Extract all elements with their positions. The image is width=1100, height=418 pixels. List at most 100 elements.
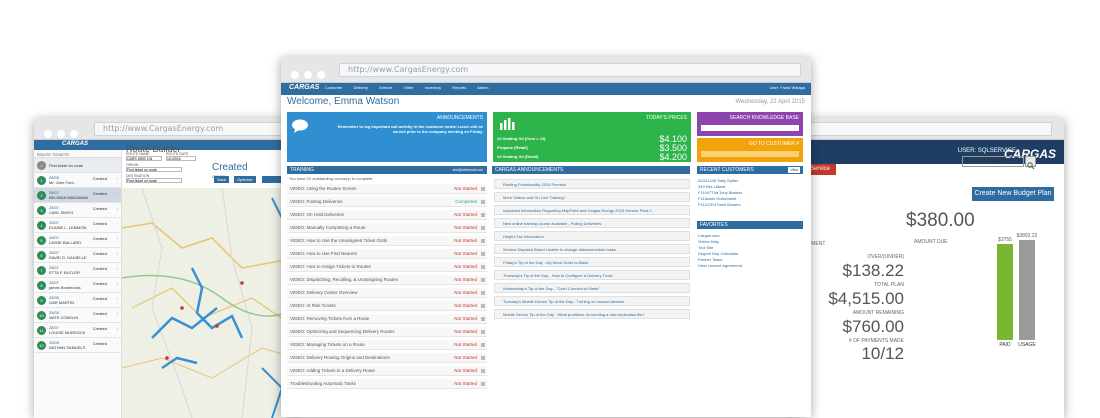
announcement-link[interactable]: Friday's Tip of the Day - My Work Order …	[494, 257, 690, 267]
save-button[interactable]: Save	[214, 176, 230, 183]
play-icon[interactable]	[481, 369, 485, 373]
nav-customer[interactable]: Customer	[325, 85, 343, 90]
list-item[interactable]: 5 28/07 LAYNE BALLARD Created ›	[34, 233, 121, 248]
list-item[interactable]: 4 28/07 ELAINE L. LEMMON Created ›	[34, 218, 121, 233]
recent-customer-link[interactable]: F11147Ed Farid Bowers	[698, 202, 741, 207]
window-dot-icon[interactable]	[291, 71, 299, 79]
route-name-input[interactable]: CARS WEB 104	[126, 156, 162, 161]
chevron-right-icon[interactable]: ›	[116, 251, 118, 256]
training-row[interactable]: VIDEO: How to Use the Unassigned Ticket …	[287, 236, 487, 246]
recent-customer-link[interactable]: F11Adam Gutschmidt	[698, 196, 737, 201]
recent-customer-link[interactable]: F11047Tha Tony Blacker	[698, 190, 743, 195]
announcement-link[interactable]: New online training course available - P…	[494, 218, 690, 228]
list-item[interactable]: 11 28/07 LOUISE MURDOCK Created ›	[34, 323, 121, 338]
chevron-right-icon[interactable]: ›	[116, 176, 118, 181]
list-item[interactable]: 10 28/05 NATE CONKLIN Created ›	[34, 308, 121, 323]
service-tab[interactable]: Service	[808, 164, 836, 175]
announcement-link[interactable]: More Videos and On Line Training!	[494, 192, 690, 202]
training-row[interactable]: VIDEO: Using the Routes Screen Not Starte…	[287, 184, 487, 194]
goto-customer-input[interactable]	[701, 151, 799, 157]
training-row[interactable]: VIDEO: On Hold Deliveries Not Started	[287, 210, 487, 220]
chevron-right-icon[interactable]: ›	[116, 206, 118, 211]
nav-inventory[interactable]: Inventory	[424, 85, 442, 90]
destination-select[interactable]: First ticket on route	[126, 178, 182, 183]
chevron-right-icon[interactable]: ›	[116, 341, 118, 346]
nav-delivery[interactable]: Delivery	[353, 85, 368, 90]
list-item[interactable]: 3 28/07 CARL SMITH Created ›	[34, 203, 121, 218]
list-item[interactable]: 12 28/05 NATHAN SAMUELS Created ›	[34, 338, 121, 353]
favorite-link[interactable]: Online Help	[698, 239, 719, 244]
play-icon[interactable]	[481, 343, 485, 347]
training-row[interactable]: VIDEO: Delivery Routing Origins and Dest…	[287, 353, 487, 363]
list-item[interactable]: 6 28/07 DAVID D. DANIELLE Created ›	[34, 248, 121, 263]
favorite-link[interactable]: Degree Day Calculator	[698, 251, 739, 256]
favorite-link[interactable]: Tool Site	[698, 245, 714, 250]
list-item[interactable]: 8 28/07 james Bosterocks Created ›	[34, 278, 121, 293]
favorite-link[interactable]: Partner Tasks	[698, 257, 723, 262]
announcement-link[interactable]: Mobile Device Tip of the Day - What prob…	[494, 309, 690, 319]
announcement-link[interactable]: Routing Functionality 2015 Preview	[494, 179, 690, 189]
window-dot-icon[interactable]	[57, 130, 65, 138]
training-row[interactable]: VIDEO: Removing Tickets from a Route Not …	[287, 314, 487, 324]
play-icon[interactable]	[481, 265, 485, 269]
chevron-right-icon[interactable]: ›	[116, 191, 118, 196]
favorite-link[interactable]: View License Agreement	[698, 263, 742, 268]
play-icon[interactable]	[481, 187, 485, 191]
announcement-link[interactable]: Wednesday's Tip of the Day - "Can't Conn…	[494, 283, 690, 293]
training-row[interactable]: VIDEO: Dispatching, Recalling, & Unassig…	[287, 275, 487, 285]
training-row[interactable]: VIDEO: How to Use Find Nearest Not Starte…	[287, 249, 487, 259]
training-row[interactable]: VIDEO: Optimizing and Sequencing Deliver…	[287, 327, 487, 337]
nav-admin[interactable]: Admin	[477, 85, 489, 90]
training-row[interactable]: VIDEO: Managing Tickets on a Route Not St…	[287, 340, 487, 350]
origin-select[interactable]: First ticket on route	[126, 167, 182, 172]
play-icon[interactable]	[481, 382, 485, 386]
play-icon[interactable]	[481, 252, 485, 256]
training-row[interactable]: VIDEO: Adding Tickets to a Delivery Rout…	[287, 366, 487, 376]
training-row[interactable]: VIDEO: Posting Deliveries Completed	[287, 197, 487, 207]
search-icon[interactable]	[1025, 156, 1036, 170]
chevron-right-icon[interactable]: ›	[116, 221, 118, 226]
list-item[interactable]: 7 28/07 ETTA F. BUTLER Created ›	[34, 263, 121, 278]
announcement-link[interactable]: Service Dispatch Board Unable to change …	[494, 244, 690, 254]
kb-search-input[interactable]	[701, 125, 799, 131]
goto-account-input[interactable]: Go To Account #	[962, 156, 1024, 167]
training-row[interactable]: VIDEO: Delivery Center Overview Not Start…	[287, 288, 487, 298]
chevron-right-icon[interactable]: ›	[116, 266, 118, 271]
chevron-right-icon[interactable]: ›	[116, 236, 118, 241]
training-row[interactable]: VIDEO: How to Assign Tickets to Routes No…	[287, 262, 487, 272]
training-row[interactable]: VIDEO: Manually Completing a Route Not St…	[287, 223, 487, 233]
list-item[interactable]: 1 28/05 Mr. John Ford Created ›	[34, 173, 121, 188]
list-item[interactable]: 9 28/05 GAR MARTIN Created ›	[34, 293, 121, 308]
window-dot-icon[interactable]	[70, 130, 78, 138]
training-row[interactable]: VIDEO: At Risk Tickets Not Started	[287, 301, 487, 311]
play-icon[interactable]	[481, 356, 485, 360]
play-icon[interactable]	[481, 278, 485, 282]
chevron-right-icon[interactable]: ›	[116, 326, 118, 331]
address-bar[interactable]	[802, 122, 1052, 136]
chevron-right-icon[interactable]: ›	[116, 296, 118, 301]
window-dot-icon[interactable]	[317, 71, 325, 79]
list-item[interactable]: 2 28/07 BELINDA WAGAMAN Created ›	[34, 188, 121, 203]
training-row[interactable]: Troubleshooting Automatic Tanks Not Start…	[287, 379, 487, 389]
play-icon[interactable]	[481, 226, 485, 230]
route-map[interactable]	[121, 187, 296, 418]
chevron-right-icon[interactable]: ›	[116, 311, 118, 316]
play-icon[interactable]	[481, 304, 485, 308]
address-bar[interactable]: http://www.CargasEnergy.com	[94, 122, 284, 136]
play-icon[interactable]	[481, 291, 485, 295]
play-icon[interactable]	[481, 239, 485, 243]
nav-service[interactable]: Service	[379, 85, 393, 90]
create-budget-plan-button[interactable]: Create New Budget Plan	[972, 187, 1054, 201]
view-button[interactable]: View	[788, 167, 800, 173]
play-icon[interactable]	[481, 213, 485, 217]
favorite-link[interactable]: Cargas.com	[698, 233, 720, 238]
list-item[interactable]: ⌂ First ticket on route	[34, 158, 121, 173]
optimize-button[interactable]: Optimize	[234, 176, 256, 183]
announcement-link[interactable]: Important Information Regarding MapPoint…	[494, 205, 690, 215]
recent-customer-link[interactable]: 349 Ella Lilliard	[698, 184, 726, 189]
address-bar[interactable]: http://www.CargasEnergy.com	[339, 63, 801, 77]
nav-reports[interactable]: Reports	[452, 85, 467, 90]
announcement-link[interactable]: Helpful Tax Information	[494, 231, 690, 241]
recent-customer-link[interactable]: D1101445 Sally Spitler	[698, 178, 739, 183]
goto-customer-panel[interactable]: GO TO CUSTOMER #	[697, 138, 803, 162]
